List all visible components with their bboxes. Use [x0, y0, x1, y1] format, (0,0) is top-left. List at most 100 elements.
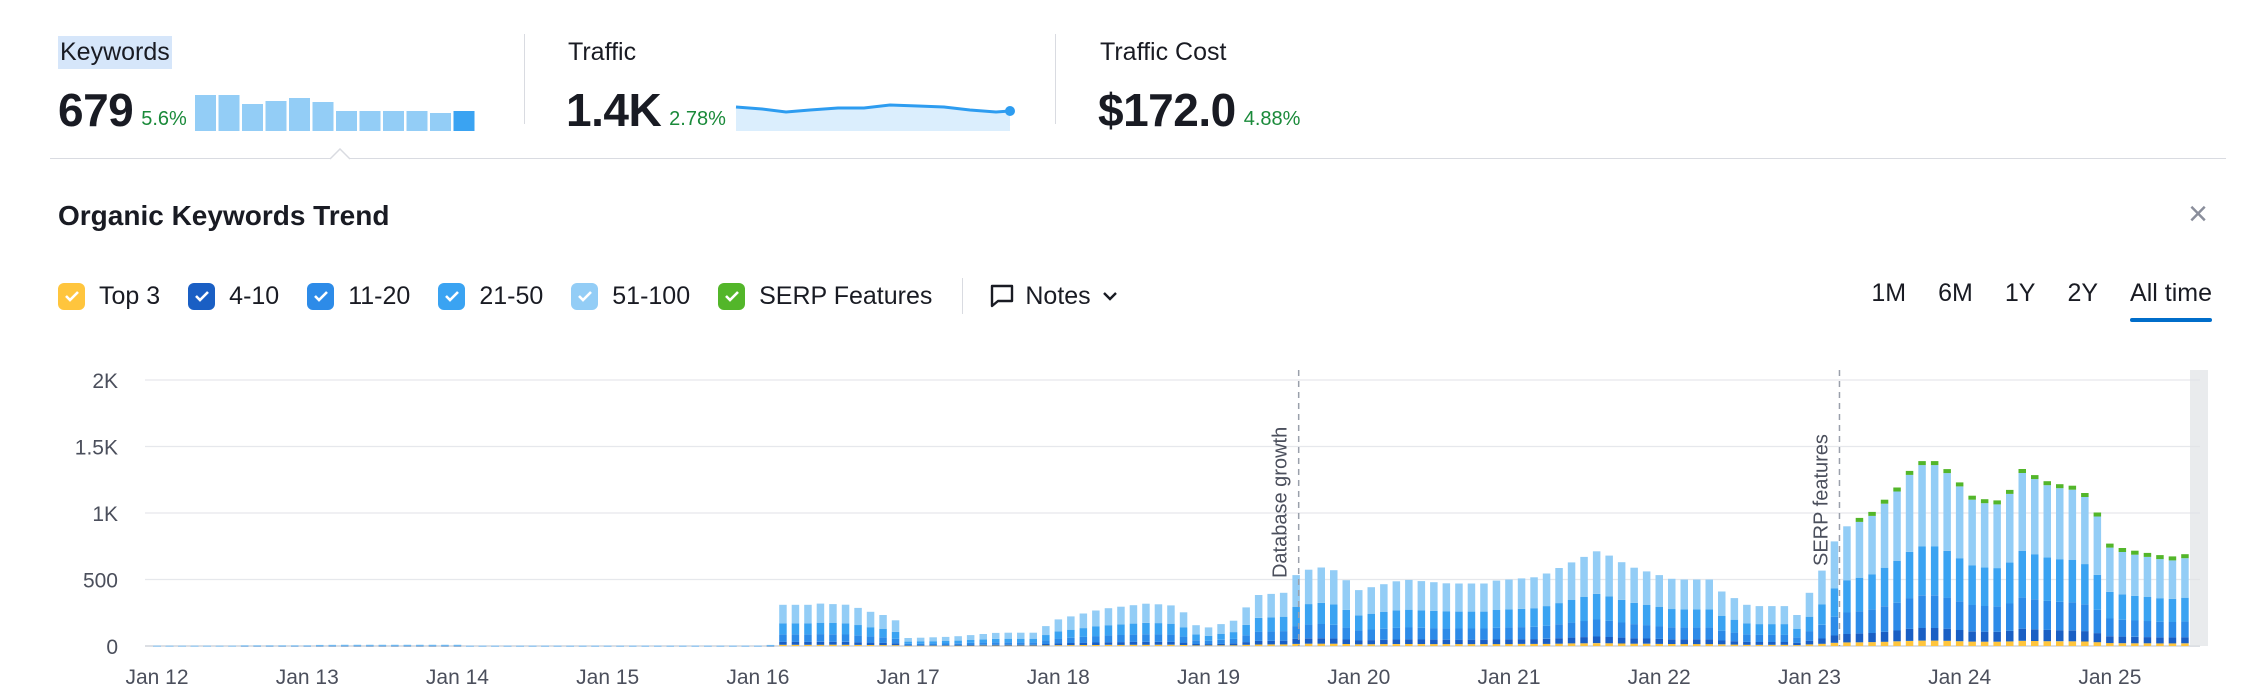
- range-all-time[interactable]: All time: [2130, 279, 2212, 322]
- serp-bar-segment: [1943, 469, 1951, 474]
- notes-dropdown[interactable]: Notes: [989, 282, 1118, 311]
- chart-bar-segment: [1392, 639, 1401, 644]
- chart-bar-segment: [1980, 503, 1989, 568]
- chart-bar-segment: [1179, 612, 1188, 628]
- metric-label: Traffic: [568, 38, 637, 66]
- chart-bar-segment: [1642, 605, 1651, 626]
- chart-bar-segment: [1317, 638, 1325, 644]
- chart-bar-segment: [2081, 641, 2089, 646]
- chart-bar-segment: [2031, 554, 2039, 600]
- metric-traffic[interactable]: Traffic 1.4K 2.78%: [566, 36, 1016, 133]
- chart-bar-segment: [428, 645, 437, 646]
- chart-bar-segment: [2131, 620, 2139, 637]
- chart-bar-segment: [1730, 619, 1739, 633]
- legend-21-50[interactable]: 21-50: [438, 282, 543, 311]
- chart-bar-segment: [1768, 606, 1776, 625]
- chart-bar-segment: [2168, 622, 2177, 638]
- chart-bar-segment: [265, 645, 274, 647]
- chart-bar-segment: [1705, 609, 1713, 628]
- metric-keywords[interactable]: Keywords 679 5.6%: [58, 36, 477, 133]
- serp-bar-segment: [1868, 511, 1876, 516]
- chart-bar-segment: [1668, 627, 1676, 640]
- chart-bar-segment: [1192, 634, 1200, 641]
- chart-bar-segment: [1417, 610, 1426, 628]
- checkbox-checked-icon[interactable]: [718, 282, 746, 310]
- metric-traffic-cost[interactable]: Traffic Cost $172.0 4.88%: [1098, 36, 1300, 133]
- chart-bar-segment: [929, 641, 937, 644]
- serp-bar-segment: [2143, 552, 2152, 557]
- chart-bar-segment: [1968, 605, 1976, 632]
- legend-4-10[interactable]: 4-10: [188, 282, 279, 311]
- chart-bar-segment: [1392, 627, 1401, 640]
- legend-top3[interactable]: Top 3: [58, 282, 160, 311]
- chart-bar-segment: [353, 645, 362, 646]
- chart-bar-segment: [716, 645, 725, 647]
- chart-bar-segment: [829, 634, 837, 642]
- chart-bar-segment: [766, 644, 775, 646]
- chart-bar-segment: [1367, 644, 1375, 646]
- range-2y[interactable]: 2Y: [2067, 278, 2099, 307]
- chart-bar-segment: [2006, 493, 2014, 563]
- chart-bar-segment: [1668, 578, 1676, 610]
- chart-bar-segment: [1267, 593, 1275, 618]
- chart-bar-segment: [341, 645, 349, 647]
- checkbox-checked-icon[interactable]: [438, 282, 466, 310]
- chart-bar-segment: [1405, 627, 1413, 640]
- chart-bar-segment: [1217, 624, 1225, 634]
- chart-bar-segment: [1304, 624, 1313, 639]
- serp-bar-segment: [2156, 555, 2164, 560]
- chart-bar-segment: [891, 631, 900, 639]
- metric-change: 5.6%: [141, 108, 187, 130]
- chart-bar-segment: [328, 645, 336, 647]
- serp-bar-segment: [2131, 550, 2139, 555]
- chart-bar-segment: [1417, 581, 1426, 611]
- chart-bar-segment: [1167, 644, 1175, 646]
- chart-bar-segment: [1567, 562, 1576, 600]
- close-icon[interactable]: ×: [2188, 195, 2208, 233]
- chart-bar-segment: [2031, 629, 2039, 641]
- chart-bar-segment: [378, 645, 387, 647]
- chart-bar-segment: [1492, 580, 1501, 610]
- chart-bar-segment: [1304, 638, 1313, 644]
- chart-bar-segment: [1768, 644, 1776, 646]
- chart-bar-segment: [1630, 624, 1638, 639]
- chart-bar-segment: [1793, 628, 1801, 638]
- chart-bar-segment: [966, 640, 975, 643]
- chart-bar-segment: [278, 645, 286, 646]
- x-tick-label: Jan 23: [1778, 666, 1841, 689]
- chart-bar-segment: [1304, 643, 1313, 646]
- range-6m[interactable]: 6M: [1938, 278, 1973, 307]
- chart-bar-segment: [240, 645, 249, 646]
- checkbox-checked-icon[interactable]: [188, 282, 216, 310]
- chart-bar-segment: [1129, 605, 1138, 624]
- y-tick-label: 2K: [92, 370, 118, 393]
- chart-bar-segment: [1918, 640, 1926, 646]
- chart-bar-segment: [2018, 628, 2026, 641]
- serp-bar-segment: [2031, 475, 2039, 480]
- range-1y[interactable]: 1Y: [2004, 278, 2036, 307]
- range-1m[interactable]: 1M: [1871, 278, 1907, 307]
- checkbox-checked-icon[interactable]: [58, 282, 85, 310]
- x-tick-label: Jan 14: [426, 666, 489, 689]
- chart-bar-segment: [1217, 645, 1225, 646]
- chart-bar-segment: [1630, 643, 1638, 646]
- chart-bar-segment: [2181, 643, 2189, 646]
- legend-serp-features[interactable]: SERP Features: [718, 282, 932, 311]
- chart-bar-segment: [353, 645, 362, 647]
- checkbox-checked-icon[interactable]: [307, 282, 335, 310]
- chart-bar-segment: [2068, 630, 2077, 642]
- chart-bar-segment: [1042, 640, 1050, 644]
- chart-bar-segment: [1517, 627, 1526, 640]
- checkbox-checked-icon[interactable]: [571, 282, 599, 310]
- serp-bar-segment: [2056, 484, 2064, 489]
- chart-bar-segment: [1142, 641, 1150, 645]
- chart-bar-segment: [2093, 516, 2102, 575]
- legend-11-20[interactable]: 11-20: [307, 282, 410, 311]
- chart-bar-segment: [1017, 645, 1025, 647]
- y-tick-label: 0: [106, 636, 118, 659]
- legend-51-100[interactable]: 51-100: [571, 282, 690, 311]
- chart-bar-segment: [1029, 644, 1037, 646]
- chart-bar-segment: [1893, 561, 1901, 603]
- keywords-sparkline: [194, 95, 475, 131]
- chart-bar-segment: [1442, 628, 1451, 640]
